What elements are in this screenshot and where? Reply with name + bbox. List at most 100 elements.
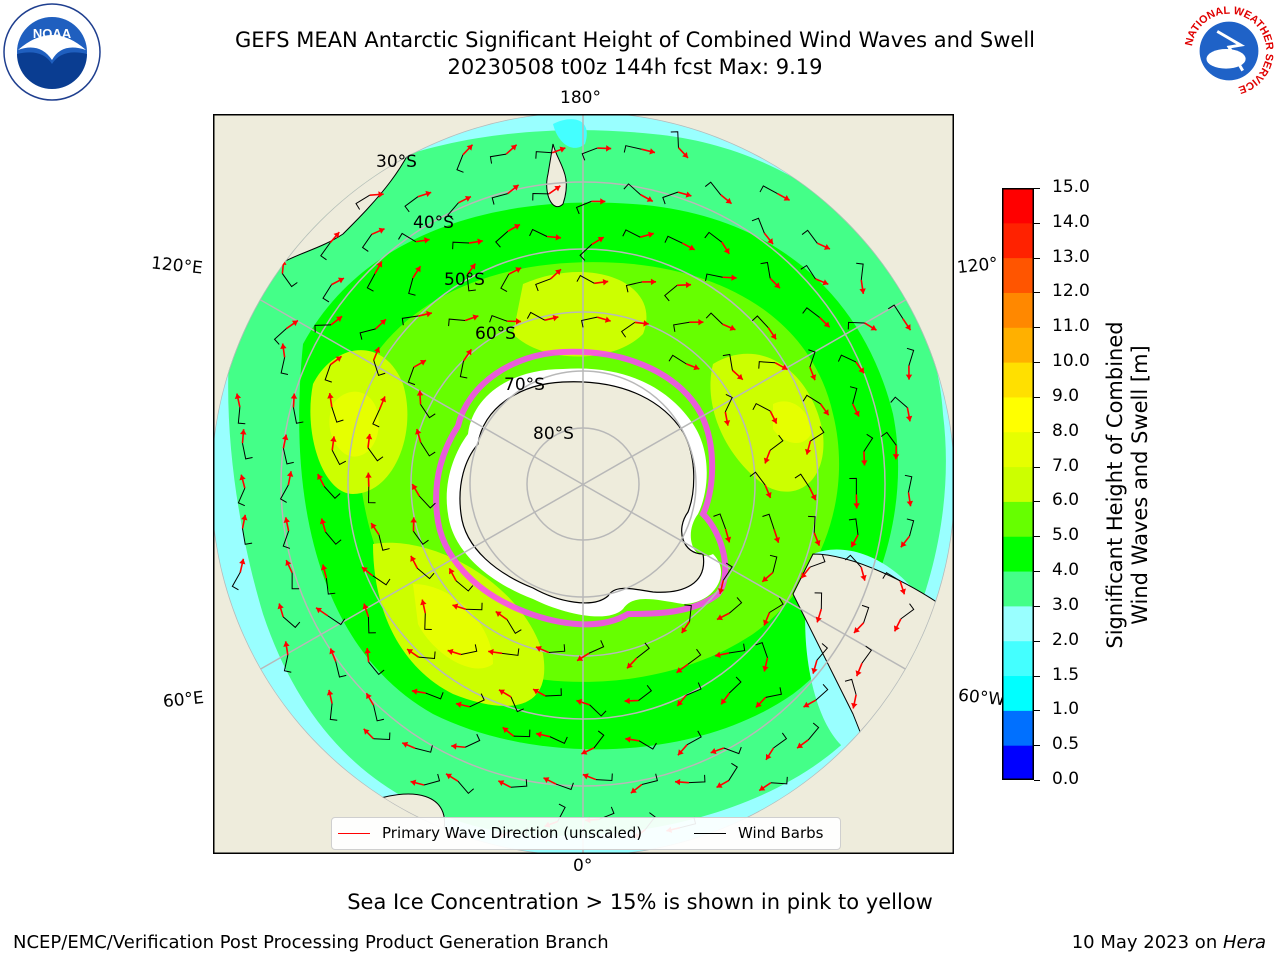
- wave-arrow-head: [555, 234, 561, 241]
- wave-arrow-head: [893, 625, 900, 632]
- wind-barb: [684, 604, 692, 622]
- wave-arrow-head: [464, 195, 471, 202]
- wave-arrow-head: [410, 555, 417, 562]
- wave-arrow-head: [900, 541, 907, 548]
- colorbar-tick-mark: [1034, 605, 1040, 607]
- wave-arrow-head: [330, 436, 337, 442]
- wave-arrow-head: [693, 364, 700, 371]
- colorbar-band: [1002, 745, 1034, 780]
- wind-barb: [751, 315, 769, 329]
- wave-arrow-head: [721, 698, 727, 705]
- wave-arrow-head: [861, 460, 868, 466]
- wave-arrow-head: [378, 227, 385, 234]
- wave-arrow-head: [905, 374, 913, 380]
- wave-arrow-head: [319, 518, 327, 525]
- wave-arrow-head: [715, 651, 721, 658]
- wind-barb: [687, 648, 702, 665]
- wind-barb: [581, 147, 598, 161]
- wave-arrow-head: [448, 568, 455, 575]
- colorbar-tick-mark: [1034, 466, 1040, 468]
- lon-label-180: 180°: [560, 88, 601, 108]
- wave-arrow-head: [853, 627, 860, 633]
- wind-barb: [373, 705, 385, 722]
- wind-barb: [367, 616, 376, 634]
- colorbar-tick-mark: [1034, 222, 1040, 224]
- wave-arrow-head: [765, 492, 772, 498]
- wind-barb: [359, 328, 376, 340]
- wave-arrow-head: [380, 319, 386, 326]
- wind-barb: [765, 687, 782, 698]
- wind-barb: [355, 194, 370, 210]
- wind-barb: [495, 230, 509, 248]
- wave-arrow-head: [378, 191, 384, 198]
- wind-barb: [815, 684, 829, 701]
- wind-barb: [814, 592, 823, 610]
- wave-arrow-head: [510, 144, 517, 151]
- wave-arrow-head: [515, 267, 522, 274]
- wave-arrow-head: [290, 393, 298, 399]
- colorbar-band: [1002, 431, 1034, 468]
- wave-arrow-head: [552, 314, 559, 322]
- wave-arrow-head: [767, 238, 774, 245]
- wind-barb: [420, 442, 436, 457]
- wind-barb: [722, 562, 733, 581]
- wind-barb: [404, 196, 419, 213]
- wave-arrow-head: [291, 320, 298, 327]
- wave-arrow-head: [688, 244, 695, 251]
- wind-barb: [589, 704, 607, 717]
- wave-arrow-head: [513, 224, 520, 230]
- wave-arrow-head: [535, 645, 542, 652]
- wind-barb: [808, 349, 816, 368]
- wave-arrow-head: [597, 237, 604, 243]
- legend-wind-item: Wind Barbs: [694, 824, 823, 842]
- colorbar-band: [1002, 292, 1034, 328]
- wave-arrow-head: [803, 701, 810, 708]
- wave-arrow-head: [321, 564, 328, 571]
- lon-label-120e: 120°E: [150, 253, 204, 279]
- wave-arrow-head: [770, 333, 777, 340]
- colorbar-tick-label: 11.0: [1052, 316, 1090, 337]
- wind-barb: [415, 745, 433, 753]
- wave-arrow-head: [498, 780, 505, 787]
- wind-barb: [489, 153, 507, 164]
- colorbar-band: [1002, 327, 1034, 363]
- wind-barb: [489, 315, 508, 323]
- wave-arrow-head: [415, 428, 422, 435]
- wind-barb: [283, 655, 292, 673]
- wave-arrow-head: [823, 409, 829, 416]
- colorbar-tick-label: 9.0: [1052, 385, 1080, 406]
- wave-arrow-head: [335, 356, 342, 362]
- wind-barb: [595, 773, 613, 781]
- chart-title: GEFS MEAN Antarctic Significant Height o…: [234, 28, 1036, 52]
- wave-arrow-head: [412, 484, 418, 491]
- wind-barb: [324, 364, 332, 383]
- wind-barb: [749, 471, 766, 486]
- wave-arrow-head: [333, 232, 340, 239]
- wave-arrow-head: [559, 146, 566, 153]
- wind-barb: [372, 575, 391, 586]
- wave-arrow-head: [860, 574, 867, 581]
- colorbar-tick-mark: [1034, 257, 1040, 259]
- wind-barb: [329, 703, 338, 721]
- wave-arrow-head: [582, 773, 589, 780]
- wave-arrow-head: [905, 415, 913, 422]
- wind-barb: [398, 232, 417, 243]
- colorbar-band: [1002, 396, 1034, 433]
- wave-arrow-head: [797, 742, 804, 749]
- wind-barb: [425, 692, 444, 700]
- map-legend: Primary Wave Direction (unscaled) Wind B…: [331, 817, 841, 850]
- lon-label-0: 0°: [573, 856, 593, 876]
- footer-date: 10 May 2023 on Hera: [1071, 932, 1266, 953]
- wave-arrow-head: [362, 603, 369, 610]
- wave-arrow-head: [822, 279, 829, 286]
- chart-subtitle: 20230508 t00z 144h fcst Max: 9.19: [447, 55, 823, 79]
- wind-barb: [418, 651, 436, 660]
- wind-barb: [704, 181, 722, 196]
- colorbar-tick-label: 3.0: [1052, 594, 1080, 615]
- wave-arrow-head: [365, 433, 373, 440]
- colorbar-tick-mark: [1034, 675, 1040, 677]
- wind-barb: [773, 732, 788, 749]
- wave-arrow-head: [380, 396, 386, 403]
- colorbar-tick-mark: [1034, 431, 1040, 433]
- wind-barb: [808, 515, 816, 533]
